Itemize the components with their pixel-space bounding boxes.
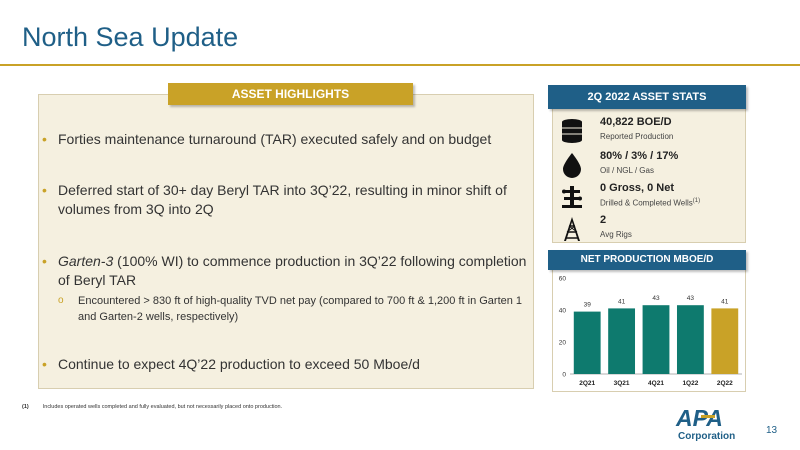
x-tick-label: 2Q22 (717, 380, 733, 387)
wellhead-icon (562, 186, 582, 208)
logo-subtitle: Corporation (678, 431, 736, 442)
x-tick-label: 4Q21 (648, 380, 664, 387)
y-tick-label: 40 (559, 308, 567, 315)
drilling-rig-icon (564, 217, 580, 241)
y-tick-label: 20 (559, 340, 567, 347)
bar-4Q21 (642, 305, 670, 374)
bullet-dot: • (42, 182, 47, 198)
y-tick-label: 0 (562, 372, 566, 379)
stat-value: 40,822 BOE/D (600, 116, 672, 128)
logo-accent (701, 415, 715, 418)
title-divider (0, 64, 800, 66)
oil-drop-icon (563, 153, 581, 178)
asset-stats-panel (552, 96, 746, 243)
x-tick-label: 1Q22 (682, 380, 698, 387)
y-tick-label: 60 (559, 276, 567, 283)
stat-label: Oil / NGL / Gas (600, 166, 654, 175)
footnote-ref: (1) (692, 198, 701, 204)
page-title: North Sea Update (22, 22, 239, 52)
footnote-text: Includes operated wells completed and fu… (42, 404, 283, 410)
bar-3Q21 (608, 308, 636, 374)
highlight-bullet-3: • Garten-3 (100% WI) to commence product… (42, 253, 527, 288)
data-label: 41 (721, 298, 729, 305)
bar-2Q21 (573, 311, 601, 374)
apa-logo: APA Corporation (676, 405, 740, 445)
stat-value: 2 (600, 214, 607, 226)
footnote-number: (1) (22, 404, 29, 410)
stat-value: 0 Gross, 0 Net (600, 182, 674, 194)
data-label: 43 (652, 295, 660, 302)
stat-production: 40,822 BOE/D Reported Production (558, 116, 744, 148)
stat-rigs: 2 Avg Rigs (558, 214, 744, 246)
stat-label: Drilled & Completed Wells(1) (600, 198, 701, 208)
logo-wordmark: APA (676, 405, 723, 431)
data-label: 43 (687, 295, 695, 302)
x-tick-label: 2Q21 (579, 380, 595, 387)
data-label: 39 (584, 302, 592, 309)
asset-stats-header: 2Q 2022 ASSET STATS (548, 85, 746, 109)
stat-label: Avg Rigs (600, 230, 632, 239)
highlight-bullet-1: • Forties maintenance turnaround (TAR) e… (42, 131, 492, 147)
highlight-sub-bullet: o Encountered > 830 ft of high-quality T… (58, 295, 523, 323)
bullet-dot: • (42, 131, 47, 147)
bar-2Q22 (711, 308, 739, 374)
highlight-bullet-4: • Continue to expect 4Q’22 production to… (42, 356, 420, 372)
asset-highlights-panel (38, 94, 534, 389)
page-number: 13 (766, 425, 778, 436)
stat-product-mix: 80% / 3% / 17% Oil / NGL / Gas (558, 150, 744, 182)
bar-1Q22 (676, 305, 704, 374)
stat-value: 80% / 3% / 17% (600, 150, 679, 162)
stat-label: Reported Production (600, 132, 674, 141)
footnote: (1) Includes operated wells completed and… (22, 404, 282, 410)
net-production-chart: 0 20 40 60 39 2Q21 41 3Q21 43 4Q21 43 1Q22 41 2Q22 (559, 276, 742, 387)
oil-barrel-icon (562, 119, 582, 143)
data-label: 41 (618, 298, 626, 305)
stat-wells: 0 Gross, 0 Net Drilled & Completed Wells… (558, 182, 744, 214)
bullet-dot: • (42, 356, 47, 372)
asset-highlights-header: ASSET HIGHLIGHTS (168, 83, 413, 105)
well-name: Garten-3 (58, 253, 114, 269)
bullet-dot: • (42, 253, 47, 269)
highlight-bullet-2: • Deferred start of 30+ day Beryl TAR in… (42, 182, 507, 217)
sub-bullet-marker: o (58, 295, 64, 306)
net-production-header: NET PRODUCTION MBOE/D (548, 250, 746, 270)
x-tick-label: 3Q21 (614, 380, 630, 387)
